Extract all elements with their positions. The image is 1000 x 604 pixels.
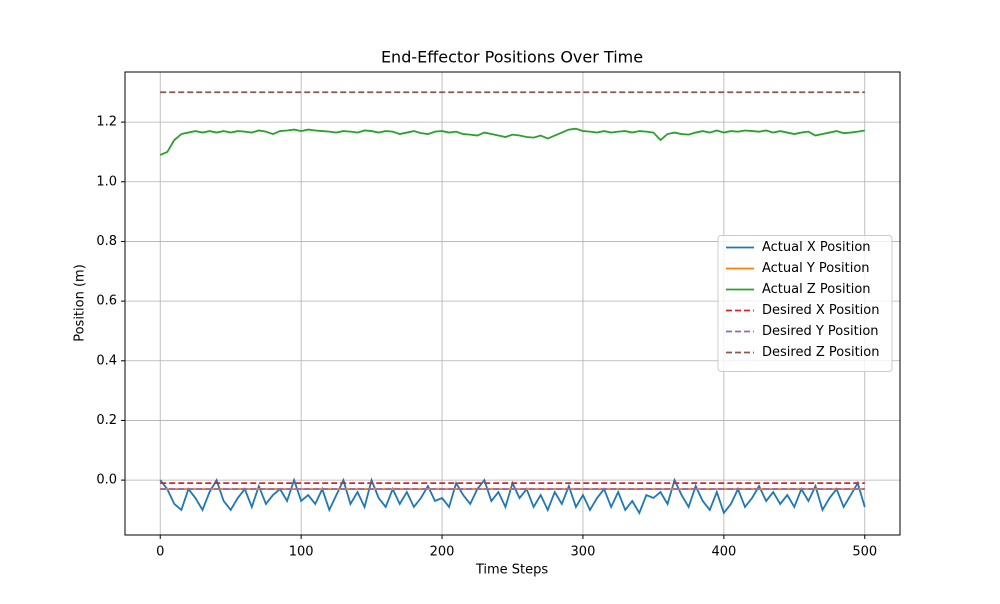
y-tick-label: 1.0 [96, 174, 117, 189]
y-tick-label: 1.2 [96, 115, 117, 130]
y-tick-label: 0.4 [96, 353, 117, 368]
plot-frame [124, 71, 901, 536]
chart-title: End-Effector Positions Over Time [381, 48, 643, 67]
y-tick-label: 0.2 [96, 413, 117, 428]
series-line [159, 127, 865, 156]
legend: Actual X Position Actual Y Position Actual… [717, 235, 893, 372]
legend-box [717, 235, 893, 372]
x-tick-label: 400 [711, 545, 736, 560]
legend-label: Actual Z Position [762, 282, 871, 297]
y-tick-label: 0.6 [96, 294, 117, 309]
legend-label: Desired X Position [762, 303, 880, 318]
legend-label: Desired Z Position [762, 345, 880, 360]
y-tick-label: 0.8 [96, 234, 117, 249]
legend-label: Actual Y Position [762, 261, 870, 276]
x-tick-label: 200 [430, 545, 455, 560]
x-tick-label: 100 [289, 545, 314, 560]
x-tick-label: 300 [571, 545, 596, 560]
x-tick-label: 500 [852, 545, 877, 560]
x-tick-label: 0 [156, 545, 164, 560]
legend-label: Actual X Position [762, 240, 871, 255]
y-tick-label: 0.0 [96, 473, 117, 488]
legend-label: Desired Y Position [762, 324, 879, 339]
x-axis-label: Time Steps [475, 563, 549, 578]
y-axis-label: Position (m) [73, 264, 88, 342]
